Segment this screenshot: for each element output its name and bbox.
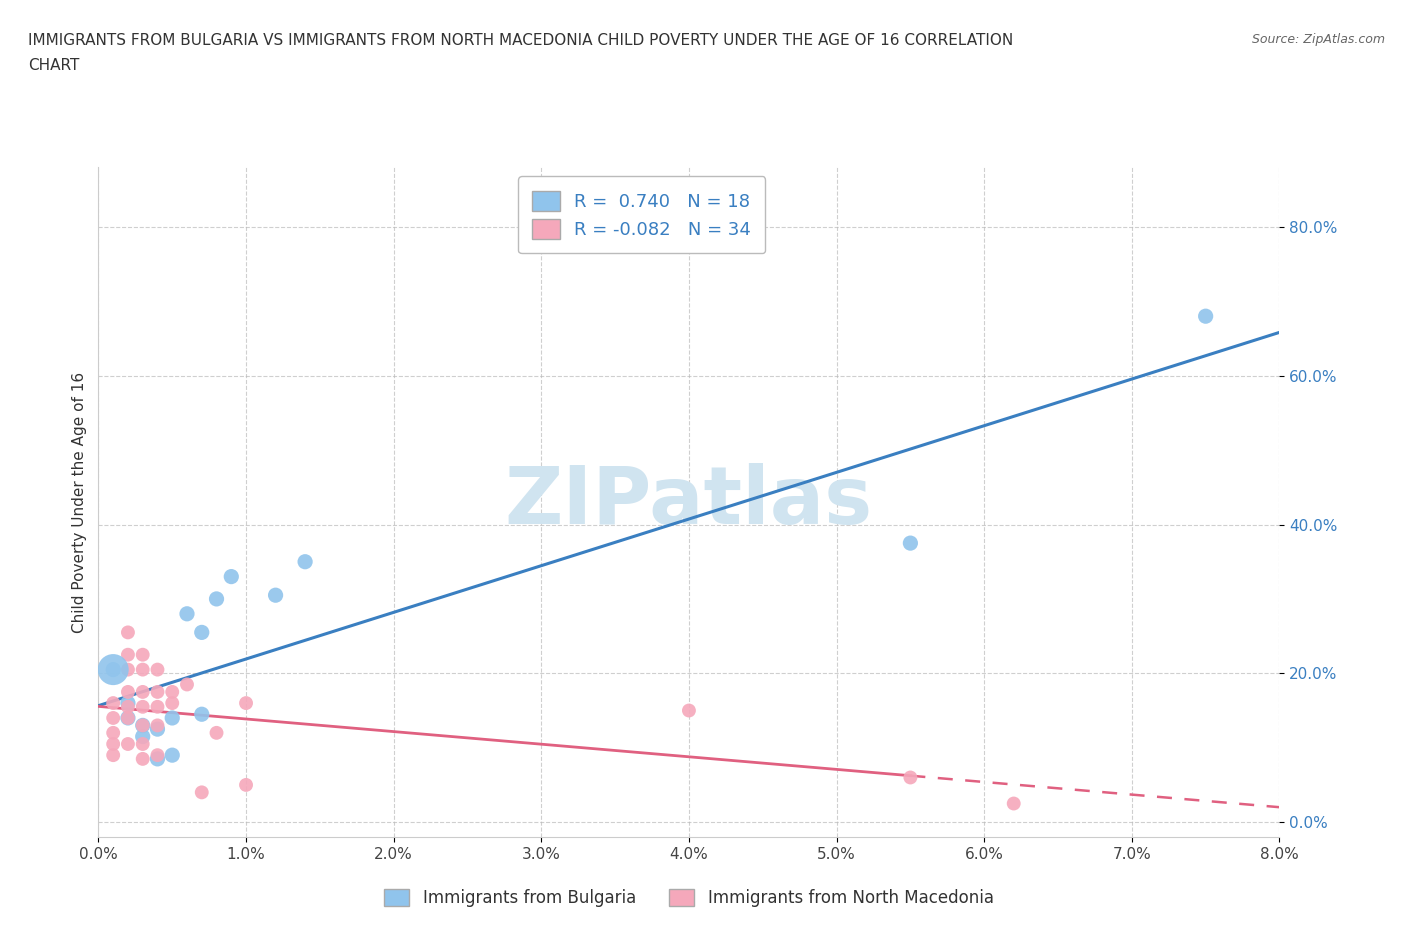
Point <box>176 677 198 692</box>
Point <box>117 696 139 711</box>
Point <box>132 662 155 677</box>
Point <box>117 625 139 640</box>
Point <box>103 711 124 725</box>
Point <box>146 748 169 763</box>
Point <box>132 718 155 733</box>
Point <box>132 729 155 744</box>
Point <box>146 699 169 714</box>
Point <box>117 662 139 677</box>
Point <box>103 696 124 711</box>
Point <box>103 662 124 677</box>
Point <box>103 748 124 763</box>
Point <box>264 588 287 603</box>
Point <box>103 662 124 677</box>
Point <box>162 711 183 725</box>
Text: CHART: CHART <box>28 58 80 73</box>
Point <box>146 751 169 766</box>
Point <box>132 737 155 751</box>
Point <box>294 554 316 569</box>
Point <box>191 707 214 722</box>
Point <box>205 591 228 606</box>
Legend: Immigrants from Bulgaria, Immigrants from North Macedonia: Immigrants from Bulgaria, Immigrants fro… <box>375 881 1002 916</box>
Point <box>146 662 169 677</box>
Point <box>1194 309 1216 324</box>
Text: IMMIGRANTS FROM BULGARIA VS IMMIGRANTS FROM NORTH MACEDONIA CHILD POVERTY UNDER : IMMIGRANTS FROM BULGARIA VS IMMIGRANTS F… <box>28 33 1014 47</box>
Point <box>146 684 169 699</box>
Point <box>898 770 921 785</box>
Point <box>162 684 183 699</box>
Point <box>235 696 257 711</box>
Text: ZIPatlas: ZIPatlas <box>505 463 873 541</box>
Point <box>162 696 183 711</box>
Point <box>132 718 155 733</box>
Point <box>219 569 242 584</box>
Text: Source: ZipAtlas.com: Source: ZipAtlas.com <box>1251 33 1385 46</box>
Point <box>678 703 700 718</box>
Point <box>103 725 124 740</box>
Point <box>132 684 155 699</box>
Point <box>898 536 921 551</box>
Point <box>146 722 169 737</box>
Point <box>117 647 139 662</box>
Point <box>205 725 228 740</box>
Point <box>191 625 214 640</box>
Point <box>117 737 139 751</box>
Point <box>191 785 214 800</box>
Point <box>132 751 155 766</box>
Point <box>162 748 183 763</box>
Point <box>117 711 139 725</box>
Point <box>176 606 198 621</box>
Y-axis label: Child Poverty Under the Age of 16: Child Poverty Under the Age of 16 <box>72 372 87 632</box>
Point <box>132 647 155 662</box>
Point <box>117 684 139 699</box>
Point <box>235 777 257 792</box>
Point <box>103 737 124 751</box>
Point <box>1002 796 1025 811</box>
Point <box>117 711 139 725</box>
Point <box>132 699 155 714</box>
Point <box>117 699 139 714</box>
Point <box>146 718 169 733</box>
